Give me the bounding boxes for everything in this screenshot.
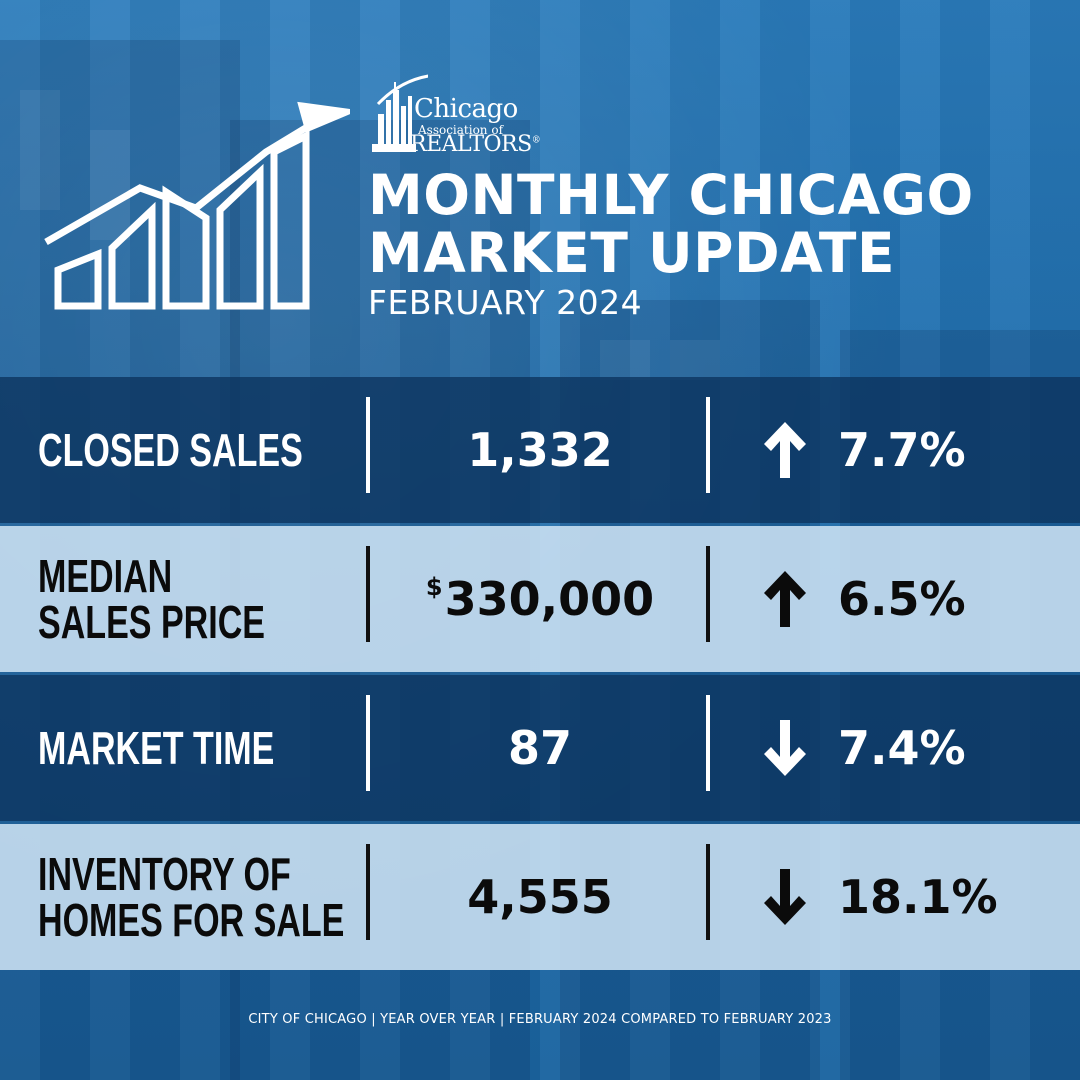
- logo-registered-mark: ®: [531, 135, 541, 146]
- stat-value-number: 330,000: [444, 572, 655, 626]
- stat-label: CLOSED SALES: [38, 377, 303, 523]
- arrow-up-icon: [764, 422, 806, 478]
- divider: [366, 546, 370, 642]
- stat-label: INVENTORY OF HOMES FOR SALE: [38, 824, 345, 970]
- stat-label: MARKET TIME: [38, 675, 275, 821]
- arrow-up-icon: [764, 571, 806, 627]
- stat-label-line-2: SALES PRICE: [38, 596, 265, 648]
- logo-chicago-text: Chicago: [414, 94, 518, 124]
- stat-label-line-1: MARKET TIME: [38, 722, 275, 774]
- page-title: MONTHLY CHICAGO MARKET UPDATE: [368, 166, 1068, 282]
- title-line-1: MONTHLY CHICAGO: [368, 163, 974, 227]
- divider: [706, 546, 710, 642]
- divider: [706, 397, 710, 493]
- stat-value-number: 87: [507, 721, 572, 775]
- stat-label-line-1: INVENTORY OF: [38, 848, 291, 900]
- stat-value: 1,332: [372, 377, 708, 523]
- stat-change: 6.5%: [760, 526, 1060, 672]
- stat-row-median-sales-price: MEDIAN SALES PRICE $ 330,000 6.5%: [0, 526, 1080, 672]
- page-subtitle: FEBRUARY 2024: [368, 283, 643, 322]
- stat-change-percent: 7.7%: [838, 423, 966, 477]
- stat-value: $ 330,000: [372, 526, 708, 672]
- stat-label-line-1: MEDIAN: [38, 550, 173, 602]
- footer-note: CITY OF CHICAGO | YEAR OVER YEAR | FEBRU…: [248, 1012, 832, 1027]
- divider: [366, 397, 370, 493]
- logo-realtors-word: REALTORS: [410, 132, 532, 157]
- title-line-2: MARKET UPDATE: [368, 221, 896, 285]
- divider: [706, 844, 710, 940]
- stat-change-percent: 7.4%: [838, 721, 966, 775]
- stat-value: 4,555: [372, 824, 708, 970]
- stat-change: 18.1%: [760, 824, 1060, 970]
- rising-bar-chart-icon: [44, 101, 350, 310]
- logo-realtors-text: REALTORS®: [410, 132, 541, 157]
- background-window: [670, 340, 720, 380]
- stat-value-number: 1,332: [467, 423, 613, 477]
- background-window: [90, 130, 130, 240]
- stat-change-percent: 6.5%: [838, 572, 966, 626]
- stat-row-market-time: MARKET TIME 87 7.4%: [0, 675, 1080, 821]
- divider: [366, 695, 370, 791]
- stat-label-line-2: HOMES FOR SALE: [38, 894, 345, 946]
- currency-symbol: $: [425, 573, 443, 601]
- chicago-association-of-realtors-logo: Chicago Association of REALTORS®: [368, 68, 541, 158]
- skyline-logo-icon: [372, 74, 428, 152]
- stat-change: 7.7%: [760, 377, 1060, 523]
- stat-row-inventory: INVENTORY OF HOMES FOR SALE 4,555 18.1%: [0, 824, 1080, 970]
- stat-value-number: 4,555: [467, 870, 613, 924]
- arrow-down-icon: [764, 720, 806, 776]
- stat-label: MEDIAN SALES PRICE: [38, 526, 275, 672]
- divider: [706, 695, 710, 791]
- divider: [366, 844, 370, 940]
- logo-association-text: Association of: [418, 123, 504, 137]
- stat-row-closed-sales: CLOSED SALES 1,332 7.7%: [0, 377, 1080, 523]
- arrow-down-icon: [764, 869, 806, 925]
- stat-change-percent: 18.1%: [838, 870, 998, 924]
- background-window: [600, 340, 650, 380]
- stat-change: 7.4%: [760, 675, 1060, 821]
- background-window: [20, 90, 60, 210]
- stat-value: 87: [372, 675, 708, 821]
- stat-label-line-1: CLOSED SALES: [38, 424, 303, 476]
